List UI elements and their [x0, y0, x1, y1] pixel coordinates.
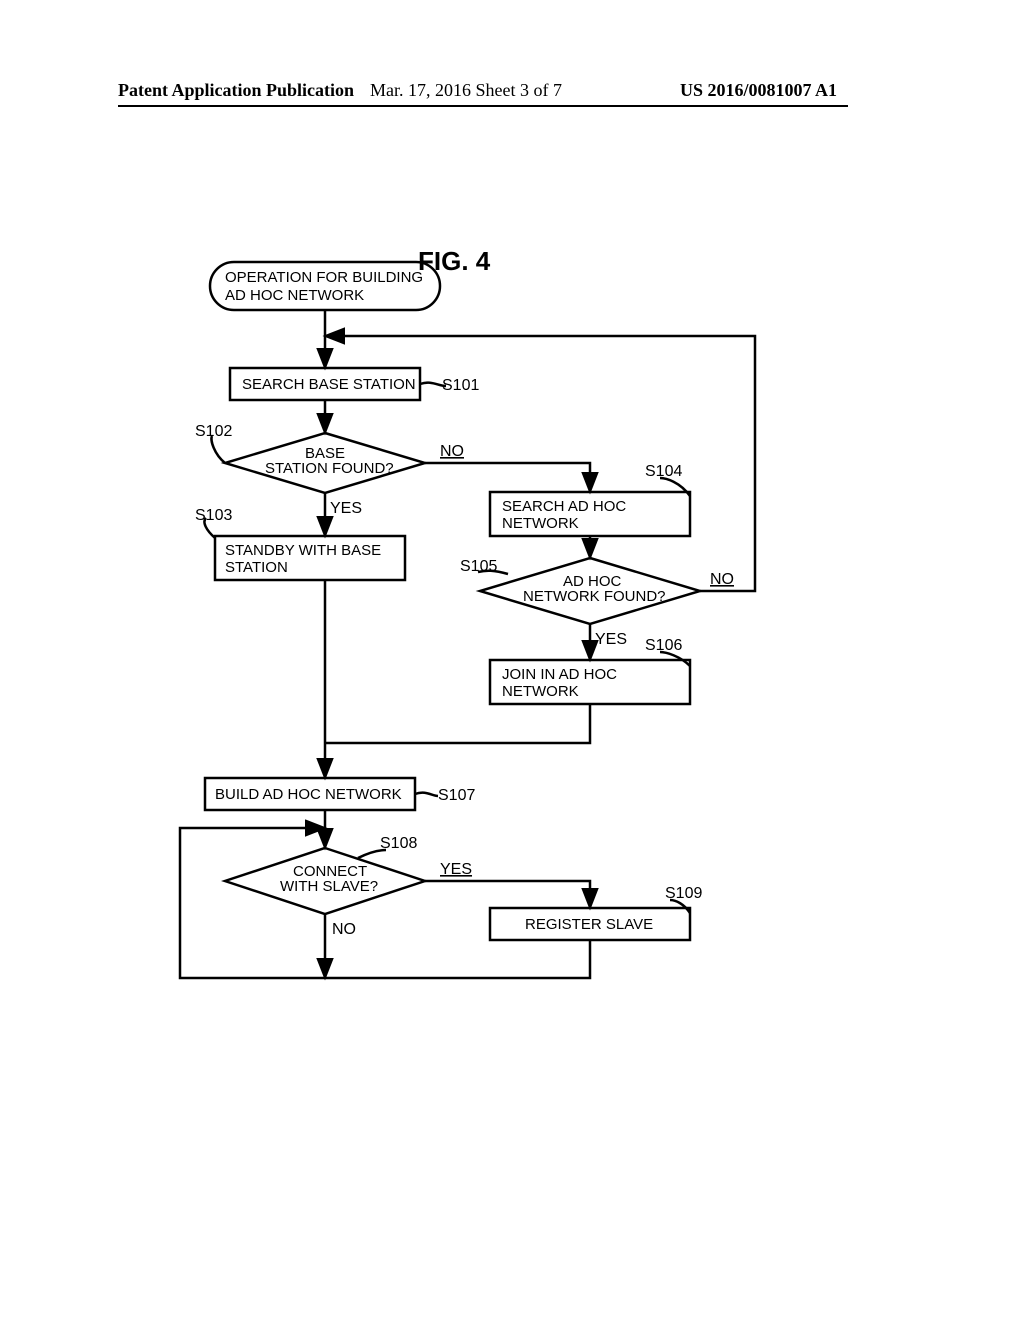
s104-t2: NETWORK — [502, 515, 579, 532]
patent-page: Patent Application Publication Mar. 17, … — [0, 0, 1024, 1320]
s102-yes: YES — [330, 500, 362, 517]
s102-t2: STATION FOUND? — [265, 460, 394, 477]
s104-t1: SEARCH AD HOC — [502, 498, 626, 515]
s102-no: NO — [440, 443, 464, 460]
s108-yes: YES — [440, 861, 472, 878]
s101-text: SEARCH BASE STATION — [242, 376, 416, 393]
s106-label: S106 — [645, 637, 682, 654]
s102-label: S102 — [195, 423, 232, 440]
edge-s102-s104 — [425, 463, 590, 492]
s105-yes: YES — [595, 631, 627, 648]
s105-label: S105 — [460, 558, 497, 575]
s108-no: NO — [332, 921, 356, 938]
s107-label: S107 — [438, 787, 475, 804]
s103-t1: STANDBY WITH BASE — [225, 542, 381, 559]
start-t2: AD HOC NETWORK — [225, 287, 364, 304]
s103-t2: STATION — [225, 559, 288, 576]
s107-text: BUILD AD HOC NETWORK — [215, 786, 402, 803]
s102-leader — [212, 436, 225, 463]
s103-label: S103 — [195, 507, 232, 524]
s106-t2: NETWORK — [502, 683, 579, 700]
s108-t2: WITH SLAVE? — [280, 878, 378, 895]
edge-s106-merge — [325, 704, 590, 743]
s104-leader — [660, 478, 690, 496]
s109-label: S109 — [665, 885, 702, 902]
edge-s108-s109 — [425, 881, 590, 908]
s105-t2: NETWORK FOUND? — [523, 588, 666, 605]
s106-t1: JOIN IN AD HOC — [502, 666, 617, 683]
start-t1: OPERATION FOR BUILDING — [225, 269, 423, 286]
s107-leader — [415, 793, 438, 796]
hdr-right: US 2016/0081007 A1 — [680, 80, 837, 101]
s101-label: S101 — [442, 377, 479, 394]
s105-no: NO — [710, 571, 734, 588]
hdr-rule — [118, 105, 848, 107]
flowchart: OPERATION FOR BUILDING AD HOC NETWORK SE… — [170, 258, 870, 1078]
s108-label: S108 — [380, 835, 417, 852]
s104-label: S104 — [645, 463, 682, 480]
s109-text: REGISTER SLAVE — [525, 916, 653, 933]
hdr-left: Patent Application Publication — [118, 80, 354, 101]
hdr-center: Mar. 17, 2016 Sheet 3 of 7 — [370, 80, 562, 101]
